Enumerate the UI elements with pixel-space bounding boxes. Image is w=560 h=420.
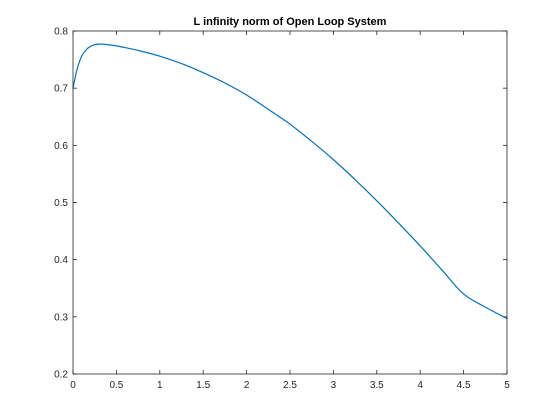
x-tick-label: 3.5 (370, 380, 384, 391)
y-tick-label: 0.6 (54, 141, 68, 152)
axes-box (72, 30, 508, 375)
chart-title: L infinity norm of Open Loop System (194, 16, 387, 28)
y-tick-label: 0.5 (54, 198, 68, 209)
x-tick-label: 2.5 (283, 380, 297, 391)
y-tick-label: 0.8 (54, 27, 68, 38)
x-tick-label: 0 (70, 380, 76, 391)
x-tick-label: 1 (157, 380, 163, 391)
x-tick-label: 2 (244, 380, 250, 391)
series-line (72, 43, 508, 320)
y-tick-label: 0.3 (54, 312, 68, 323)
x-tick-label: 3 (331, 380, 337, 391)
x-tick-label: 4 (417, 380, 423, 391)
y-tick-label: 0.2 (54, 370, 68, 381)
y-tick-label: 0.4 (54, 255, 68, 266)
y-tick-label: 0.7 (54, 84, 68, 95)
plot-area (73, 31, 507, 374)
tick-labels: 0 0.5 1 1.5 2 2.5 3 3.5 4 4.5 5 0.2 0.3 0.4 0.5 0.6 0.7 0… (54, 27, 510, 392)
x-tick-label: 1.5 (196, 380, 210, 391)
x-tick-label: 5 (504, 380, 510, 391)
x-tick-label: 0.5 (109, 380, 123, 391)
x-tick-label: 4.5 (457, 380, 471, 391)
